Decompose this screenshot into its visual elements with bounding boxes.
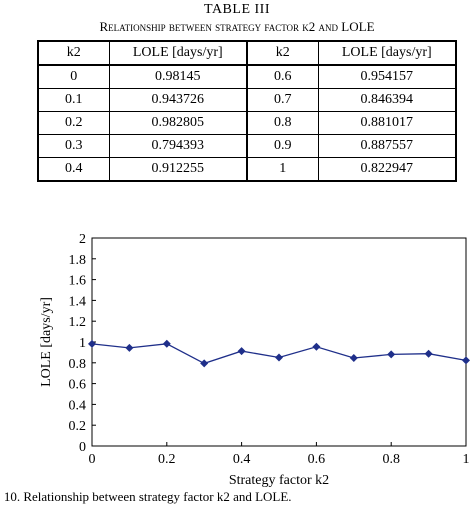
data-point-marker: [88, 339, 96, 348]
data-point-marker: [162, 339, 171, 348]
table-row: 0.3 0.794393 0.9 0.887557: [37, 134, 457, 158]
y-tick-label: 0.2: [69, 419, 87, 434]
header-k2-right: k2: [246, 40, 319, 66]
data-point-marker: [125, 343, 134, 352]
cell-k2: 0.8: [246, 111, 319, 135]
cell-lole: 0.822947: [317, 157, 457, 182]
header-k2-left: k2: [37, 40, 110, 66]
x-axis-label: Strategy factor k2: [229, 473, 329, 488]
data-point-marker: [462, 356, 470, 365]
x-tick-label: 0: [89, 452, 96, 467]
y-tick-label: 1.4: [69, 294, 87, 309]
x-tick-label: 0.4: [233, 452, 251, 467]
table-row: 0.2 0.982805 0.8 0.881017: [37, 111, 457, 135]
cell-k2: 1: [246, 157, 319, 182]
plot-area: [91, 237, 467, 447]
y-tick-label: 1.2: [69, 315, 87, 330]
y-axis-label: LOLE [days/yr]: [39, 297, 54, 387]
data-table: k2 LOLE [days/yr] k2 LOLE [days/yr] 0 0.…: [37, 40, 457, 182]
y-tick-label: 1: [79, 336, 86, 351]
y-tick-label: 0.4: [69, 398, 87, 413]
cell-k2: 0: [37, 64, 110, 89]
table-caption: Relationship between strategy factor k2 …: [99, 19, 375, 34]
cell-lole: 0.794393: [108, 134, 248, 158]
y-tick-label: 0.6: [69, 378, 87, 393]
cell-lole: 0.982805: [108, 111, 248, 135]
cell-lole: 0.954157: [317, 64, 457, 89]
table-row: 0 0.98145 0.6 0.954157: [37, 64, 457, 89]
y-tick-label: 0.8: [69, 357, 87, 372]
cell-k2: 0.7: [246, 88, 319, 112]
cell-lole: 0.881017: [317, 111, 457, 135]
header-lole-right: LOLE [days/yr]: [317, 40, 457, 66]
y-tick-label: 1.6: [69, 274, 87, 289]
figure-caption: Fig. 10. Relationship between strategy f…: [0, 489, 292, 504]
cell-k2: 0.4: [37, 157, 110, 182]
y-tick-label: 1.8: [69, 253, 87, 268]
cell-k2: 0.3: [37, 134, 110, 158]
data-point-marker: [349, 353, 358, 362]
table-header-row: k2 LOLE [days/yr] k2 LOLE [days/yr]: [37, 40, 457, 66]
cell-lole: 0.887557: [317, 134, 457, 158]
series-markers: [88, 339, 470, 368]
data-point-marker: [424, 349, 433, 358]
x-tick-label: 0.8: [382, 452, 400, 467]
x-tick-label: 0.2: [158, 452, 176, 467]
cell-lole: 0.98145: [108, 64, 248, 89]
x-tick-label: 0.6: [308, 452, 326, 467]
cell-lole: 0.912255: [108, 157, 248, 182]
x-tick-label: 1: [463, 452, 470, 467]
data-point-marker: [275, 353, 283, 362]
table-row: 0.4 0.912255 1 0.822947: [37, 157, 457, 182]
y-tick-label: 2: [79, 232, 86, 247]
cell-lole: 0.943726: [108, 88, 248, 112]
lole-line-chart: 0 0.2 0.4 0.6 0.8 1 1.2 1.4 1.6 1.8 2 0 0.2 0.4 0.6 0.…: [39, 232, 470, 488]
cell-k2: 0.1: [37, 88, 110, 112]
x-axis-ticks: 0 0.2 0.4 0.6 0.8 1: [89, 442, 470, 467]
cell-k2: 0.6: [246, 64, 319, 89]
data-point-marker: [237, 347, 246, 356]
cell-k2: 0.9: [246, 134, 319, 158]
y-tick-label: 0: [79, 440, 86, 455]
data-point-marker: [200, 359, 209, 368]
header-lole-left: LOLE [days/yr]: [108, 40, 248, 66]
table-row: 0.1 0.943726 0.7 0.846394: [37, 88, 457, 112]
cell-k2: 0.2: [37, 111, 110, 135]
table-title: TABLE III: [204, 2, 270, 17]
data-point-marker: [387, 350, 396, 359]
data-point-marker: [312, 342, 321, 351]
cell-lole: 0.846394: [317, 88, 457, 112]
